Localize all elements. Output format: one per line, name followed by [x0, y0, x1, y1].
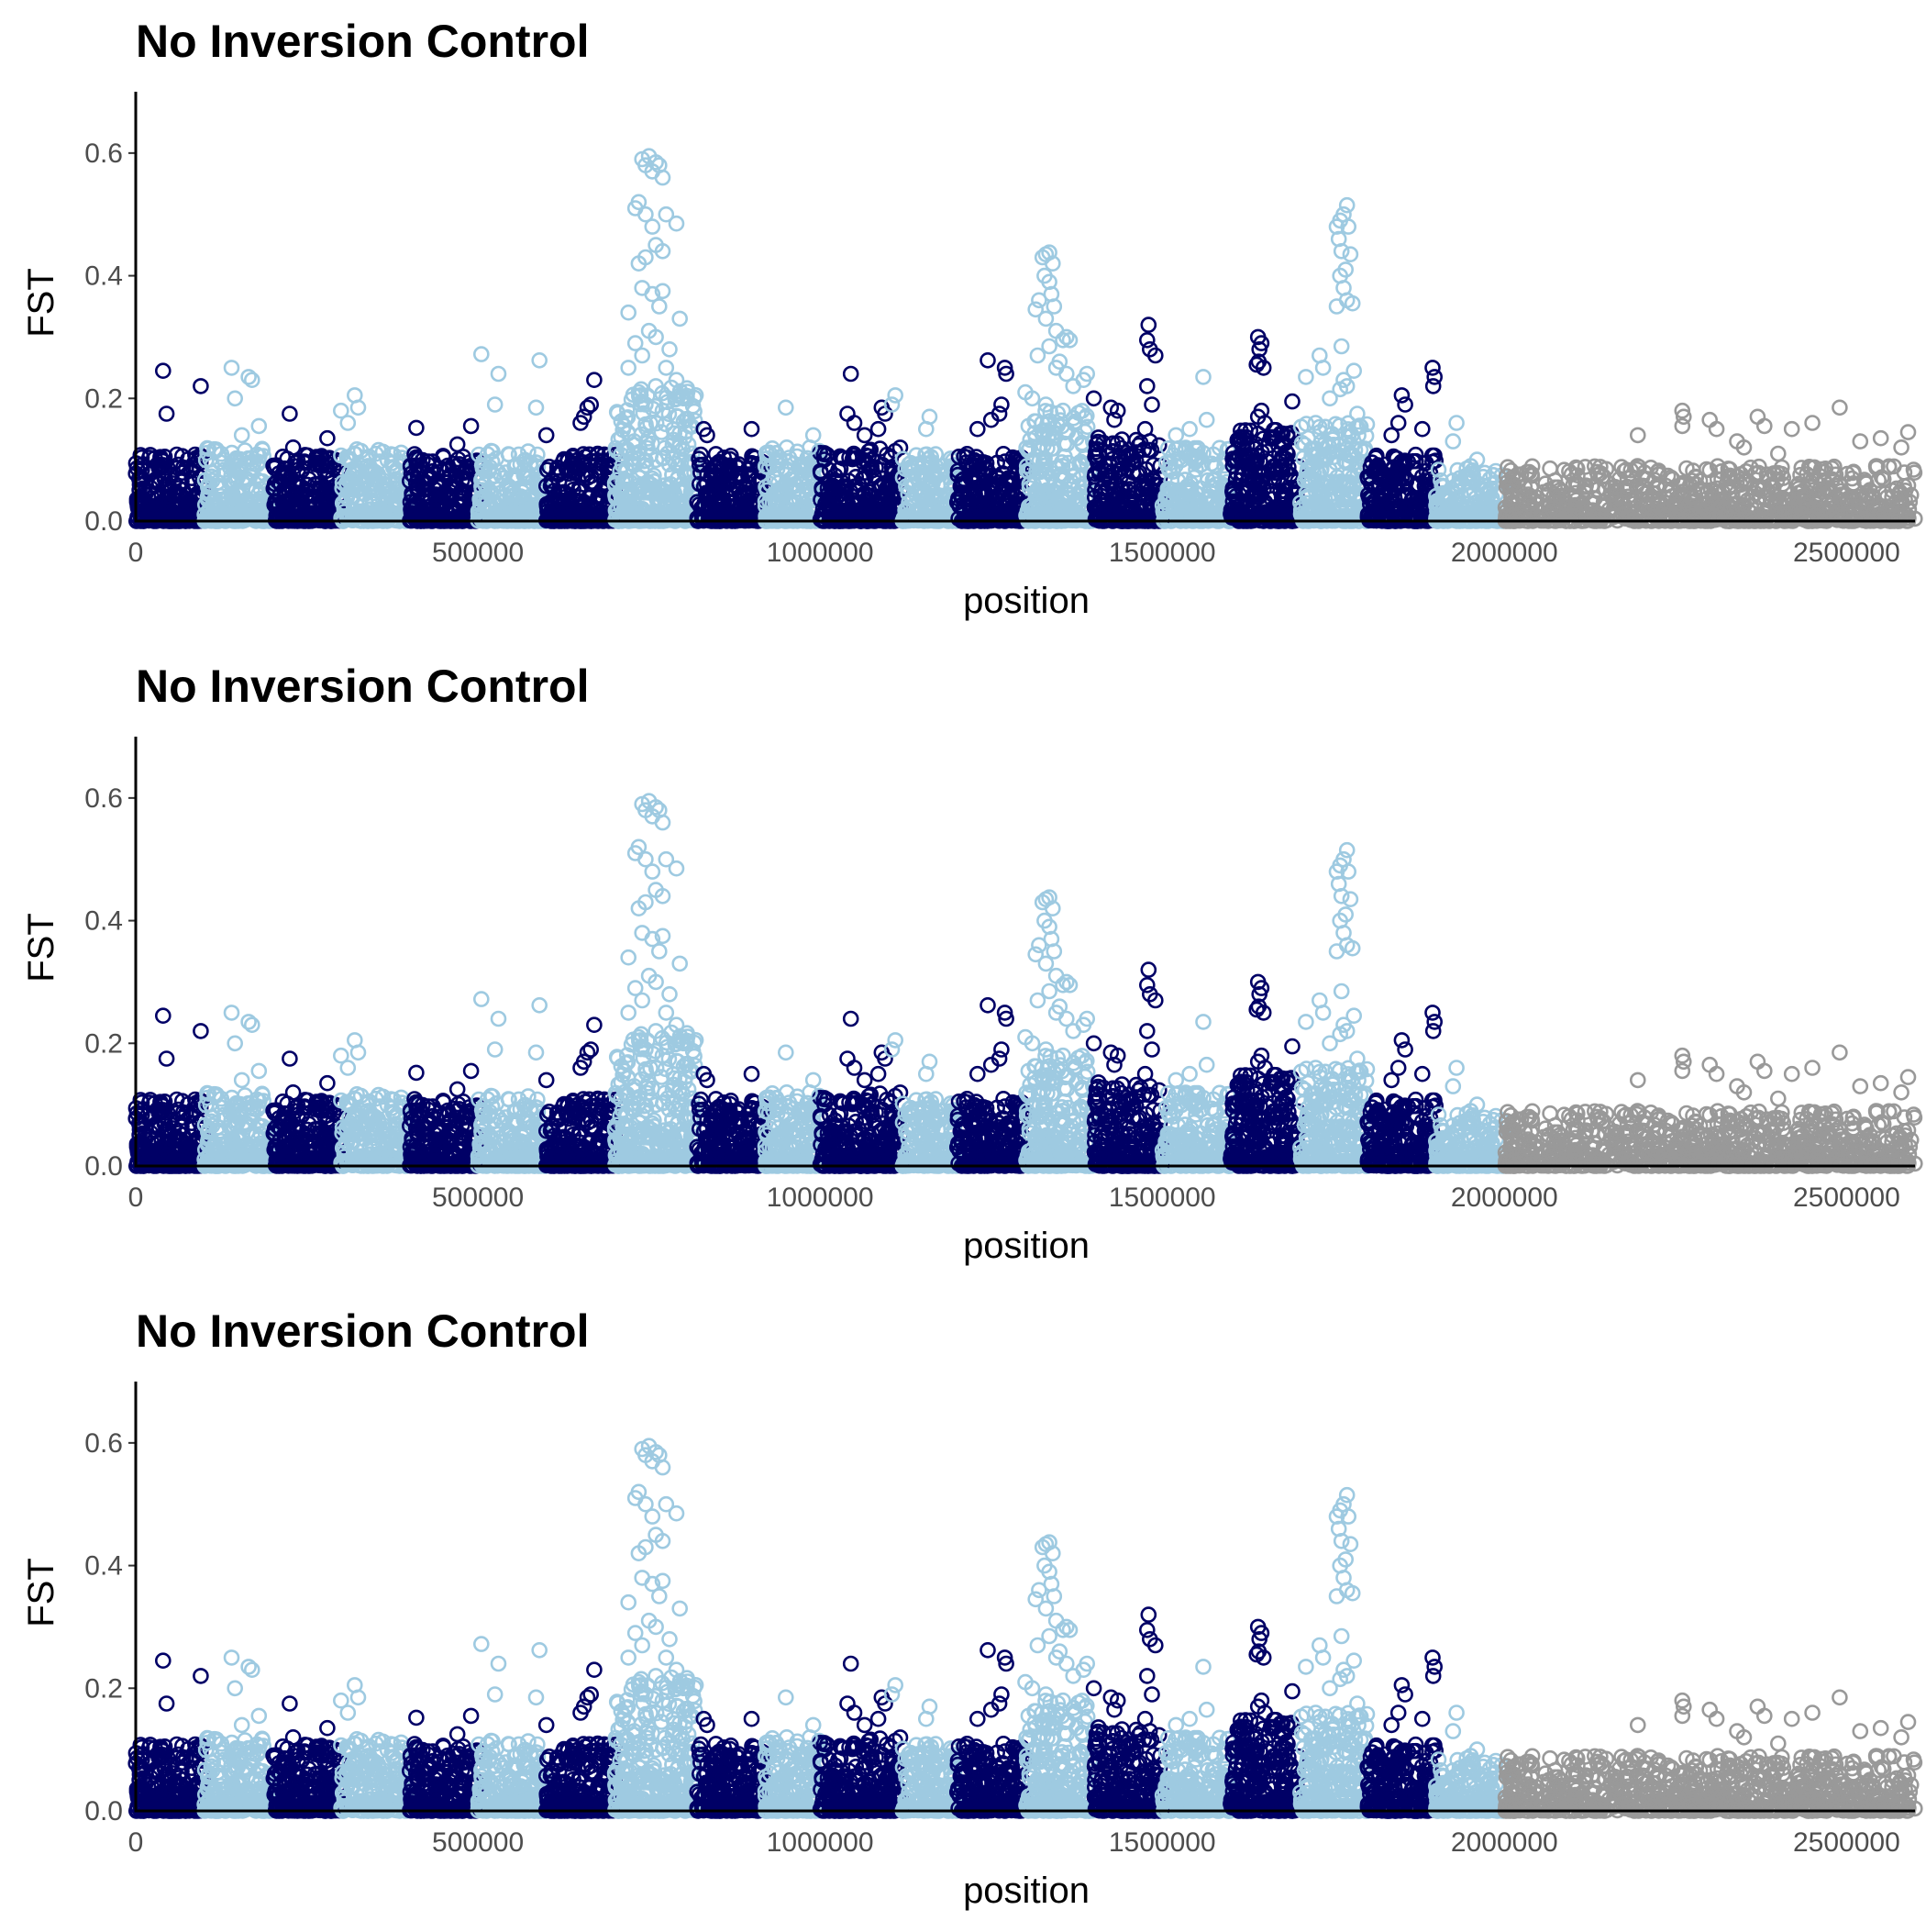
x-tick-label: 0	[128, 538, 144, 568]
y-tick-label: 0.0	[84, 506, 123, 537]
x-tick-label: 2000000	[1451, 538, 1558, 568]
x-tick-label: 2500000	[1793, 538, 1900, 568]
y-tick-label: 0.6	[84, 139, 123, 169]
x-tick-label: 1500000	[1109, 538, 1216, 568]
chart-panel-1: No Inversion Control FST position 0.0 0.…	[0, 0, 1926, 642]
y-tick-label: 0.2	[84, 383, 123, 414]
x-tick-label: 1000000	[767, 538, 874, 568]
chart-svg: No Inversion Control FST position 0.0 0.…	[0, 0, 1926, 642]
y-axis-label: FST	[21, 268, 61, 338]
x-axis-label: position	[963, 581, 1090, 621]
y-tick-label: 0.4	[84, 261, 123, 292]
data-points	[129, 150, 1922, 528]
x-tick-label: 500000	[432, 538, 524, 568]
chart-title: No Inversion Control	[136, 16, 589, 67]
y-ticks: 0.0 0.2 0.4 0.6	[84, 139, 136, 537]
